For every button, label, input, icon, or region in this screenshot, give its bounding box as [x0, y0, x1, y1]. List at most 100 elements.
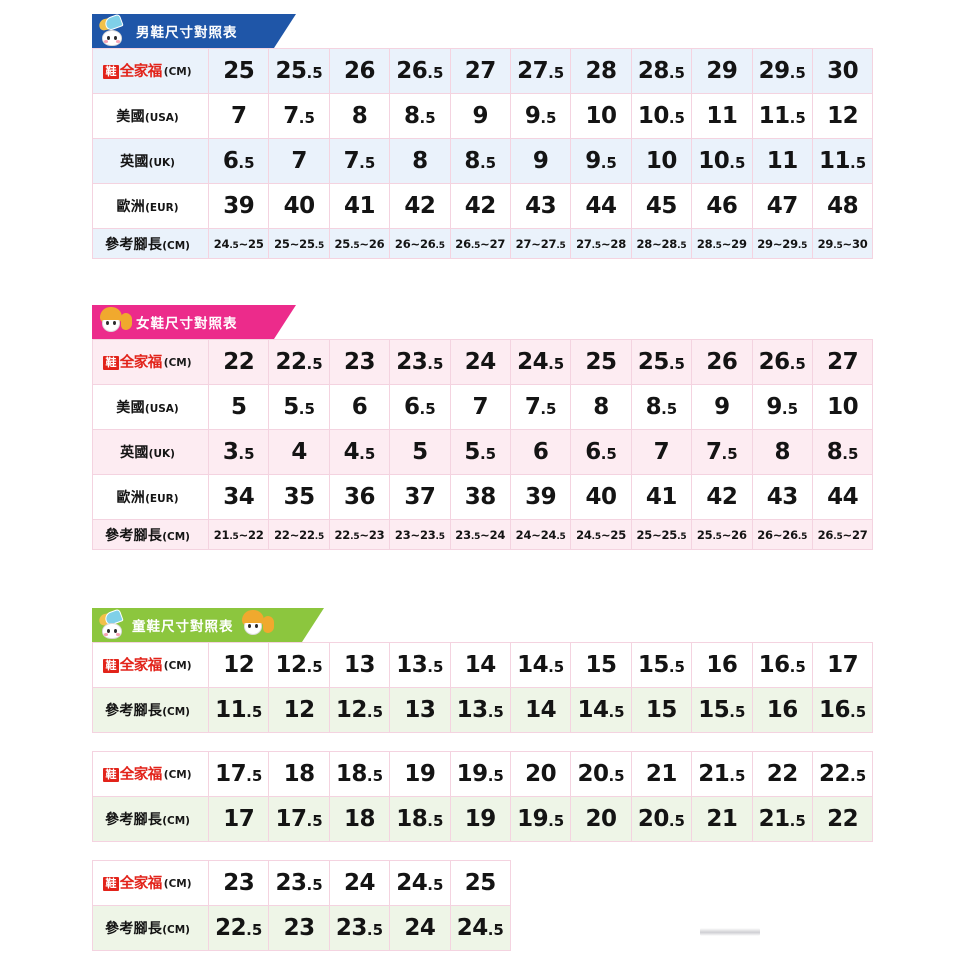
- size-cell: 21.5: [751, 796, 813, 842]
- row-label-name: 美國: [116, 109, 145, 125]
- brand-unit: (CM): [163, 877, 192, 890]
- size-cell: 9.5: [751, 384, 813, 430]
- size-cell: 12: [268, 687, 330, 733]
- size-cell: 27.5: [509, 48, 572, 94]
- size-cell: 24.5: [449, 905, 512, 951]
- size-cell: 25: [570, 339, 632, 385]
- table-kids-a: 鞋全家福 (CM) 12 12.5 13 13.5 14 14.5 15 15.5 16 16.5 17…: [92, 642, 874, 733]
- brand-word: 全家福: [119, 354, 163, 371]
- row-label: 歐洲(EUR): [92, 474, 209, 520]
- row-label: 歐洲(EUR): [92, 183, 209, 229]
- size-cell: 21: [691, 796, 753, 842]
- table-row: 美國(USA) 7 7.5 8 8.5 9 9.5 10 10.5 11 11.5 12: [92, 93, 874, 139]
- size-cell: 8: [751, 429, 813, 475]
- size-cell: 6.5: [389, 384, 451, 430]
- size-cell: 10: [811, 384, 874, 430]
- size-cell: 17: [207, 796, 270, 842]
- size-cell: 47: [751, 183, 813, 229]
- size-cell: 8.5: [630, 384, 693, 430]
- row-label-name: 英國: [120, 154, 149, 170]
- size-cell: 22.5: [811, 751, 874, 797]
- row-label-unit: (CM): [162, 530, 190, 543]
- banner-men: 男鞋尺寸對照表: [92, 13, 873, 48]
- size-cell: 29.5: [751, 48, 813, 94]
- size-cell: 7: [268, 138, 330, 184]
- size-cell: 7.5: [268, 93, 330, 139]
- brand-chip: 鞋: [103, 767, 119, 782]
- row-label-unit: (EUR): [145, 493, 179, 505]
- size-cell: 20: [570, 796, 632, 842]
- size-cell: 4.5: [328, 429, 391, 475]
- row-label: 美國(USA): [92, 93, 209, 139]
- size-cell: 12: [207, 642, 270, 688]
- size-cell: 20.5: [630, 796, 693, 842]
- size-cell: 23.5: [328, 905, 391, 951]
- size-cell: 12.5: [268, 642, 330, 688]
- size-cell: 25~25.5: [630, 519, 693, 550]
- size-cell: 26.5~27: [811, 519, 874, 550]
- size-cell: 10: [570, 93, 632, 139]
- row-label-name: 參考腳長: [105, 921, 163, 937]
- size-cell: 8.5: [811, 429, 874, 475]
- size-cell: 30: [811, 48, 874, 94]
- size-cell: 17.5: [268, 796, 330, 842]
- table-row: 歐洲(EUR) 34 35 36 37 38 39 40 41 42 43 44: [92, 474, 874, 520]
- section-kids: 童鞋尺寸對照表 鞋全家福 (CM) 12 12.5 13 13.5 14 14.5 15 15.5…: [92, 608, 874, 951]
- table-kids-c-body: 鞋全家福 (CM) 23 23.5 24 24.5 25 參考腳長(CM) 22.5 23 23.5…: [92, 860, 512, 951]
- row-label-unit: (USA): [144, 112, 179, 124]
- banner-women-body: 女鞋尺寸對照表: [92, 305, 295, 339]
- size-cell: 23~23.5: [389, 519, 451, 550]
- size-cell: 18: [268, 751, 330, 797]
- size-cell: 23: [268, 905, 330, 951]
- table-row: 美國(USA) 5 5.5 6 6.5 7 7.5 8 8.5 9 9.5 10: [92, 384, 874, 430]
- table-row: 英國(UK) 6.5 7 7.5 8 8.5 9 9.5 10 10.5 11 11.5: [92, 138, 874, 184]
- size-cell: 14: [449, 642, 511, 688]
- size-cell: 7: [207, 93, 270, 139]
- row-label-unit: (USA): [144, 403, 179, 415]
- size-cell: 9: [449, 93, 511, 139]
- size-cell: 8: [389, 138, 451, 184]
- size-cell: 27: [811, 339, 874, 385]
- table-row: 鞋全家福 (CM) 22 22.5 23 23.5 24 24.5 25 25.5 26 26.5 27: [92, 339, 874, 385]
- size-cell: 6.5: [570, 429, 632, 475]
- size-cell: 12: [811, 93, 874, 139]
- size-cell: 16: [691, 642, 753, 688]
- size-cell: 24~24.5: [509, 519, 572, 550]
- size-cell: 48: [811, 183, 874, 229]
- brand-word: 全家福: [119, 766, 163, 783]
- size-cell: 19.5: [449, 751, 511, 797]
- size-cell: 22.5: [207, 905, 270, 951]
- size-cell: 25.5~26: [691, 519, 753, 550]
- size-cell: 17.5: [207, 751, 270, 797]
- size-cell: 27.5~28: [570, 228, 632, 259]
- boy-shoe-mascot-icon: [98, 608, 126, 639]
- size-cell: 25: [449, 860, 512, 906]
- size-cell: 20: [509, 751, 572, 797]
- row-label-brand: 鞋全家福 (CM): [92, 48, 209, 94]
- size-cell: 17: [811, 642, 874, 688]
- size-cell: 27~27.5: [509, 228, 572, 259]
- size-cell: 24.5: [509, 339, 572, 385]
- banner-women: 女鞋尺寸對照表: [92, 305, 873, 339]
- size-cell: 24.5: [389, 860, 451, 906]
- size-cell: 25.5: [268, 48, 330, 94]
- size-cell: 9: [509, 138, 572, 184]
- size-cell: 13: [389, 687, 451, 733]
- size-cell: 21.5: [691, 751, 753, 797]
- row-label-name: 參考腳長: [105, 703, 163, 719]
- size-cell: 27: [449, 48, 511, 94]
- size-cell: 9: [691, 384, 753, 430]
- table-men-sizes: 鞋全家福 (CM) 25 25.5 26 26.5 27 27.5 28 28.5 29 29.5 30…: [92, 48, 874, 259]
- brand-unit: (CM): [163, 659, 192, 672]
- size-cell: 39: [207, 183, 270, 229]
- size-cell: 6: [328, 384, 391, 430]
- row-label: 參考腳長(CM): [92, 687, 209, 733]
- size-cell: 18.5: [389, 796, 451, 842]
- row-label: 參考腳長(CM): [92, 228, 209, 259]
- size-cell: 9.5: [509, 93, 572, 139]
- row-label: 英國(UK): [92, 429, 209, 475]
- row-label-unit: (EUR): [145, 202, 179, 214]
- table-row: 鞋全家福 (CM) 12 12.5 13 13.5 14 14.5 15 15.5 16 16.5 17: [92, 642, 874, 688]
- size-cell: 11: [751, 138, 813, 184]
